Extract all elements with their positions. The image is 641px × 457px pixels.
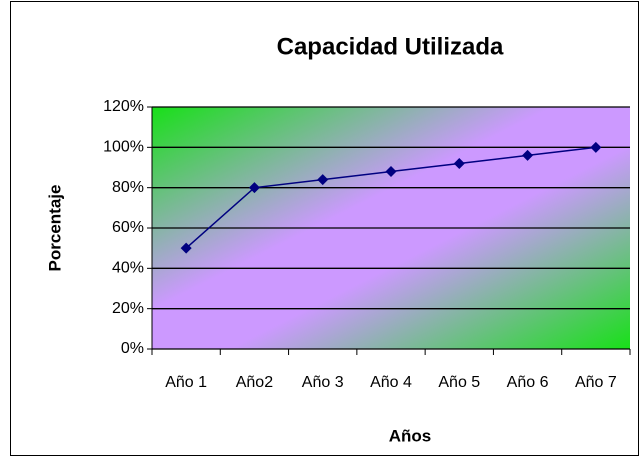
x-tick-label: Año 6 [507, 374, 549, 391]
y-tick-label: 0% [121, 340, 144, 357]
x-tick-label: Año2 [236, 374, 273, 391]
data-marker [522, 149, 534, 161]
data-marker [180, 242, 192, 254]
chart-title: Capacidad Utilizada [277, 33, 504, 60]
data-marker [385, 166, 397, 178]
data-marker [317, 174, 329, 186]
data-marker [453, 157, 465, 169]
data-marker [248, 182, 260, 194]
data-marker [590, 141, 602, 153]
x-tick-label: Año 1 [165, 374, 207, 391]
x-axis-title: Años [389, 426, 432, 445]
x-tick-label: Año 3 [302, 374, 344, 391]
y-tick-label: 100% [103, 139, 144, 156]
y-tick-label: 120% [103, 98, 144, 115]
y-axis-title: Porcentaje [45, 185, 64, 272]
y-tick-label: 80% [112, 179, 144, 196]
x-tick-label: Año 4 [370, 374, 412, 391]
y-tick-label: 20% [112, 300, 144, 317]
y-tick-label: 40% [112, 260, 144, 277]
x-tick-label: Año 5 [438, 374, 480, 391]
x-tick-label: Año 7 [575, 374, 617, 391]
y-tick-label: 60% [112, 219, 144, 236]
